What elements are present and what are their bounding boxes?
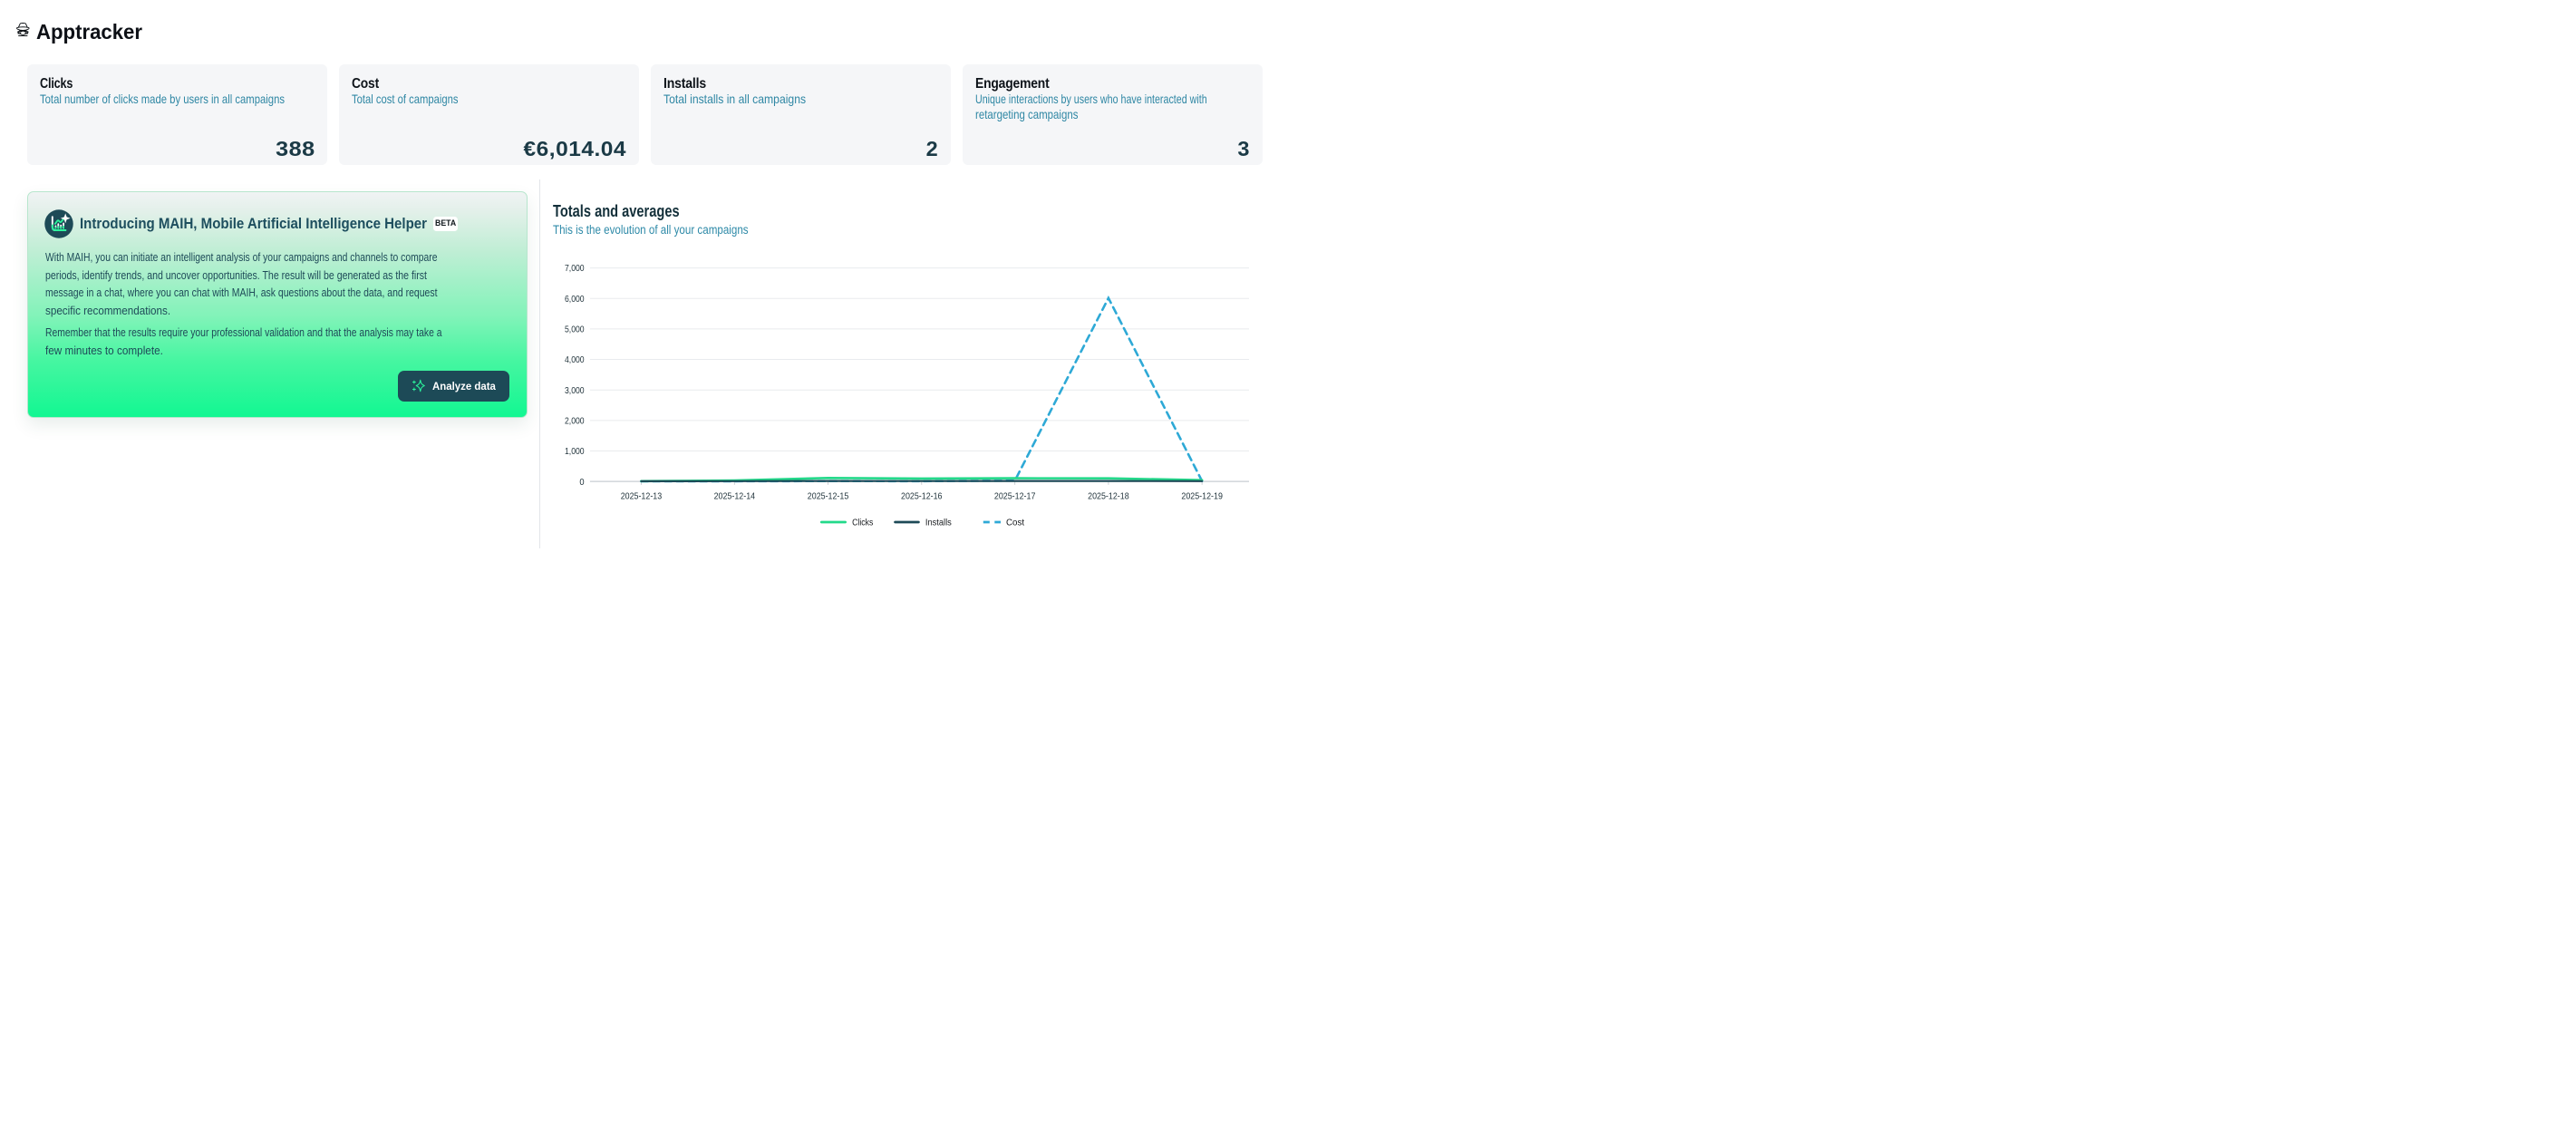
- svg-text:2025-12-19: 2025-12-19: [1181, 490, 1223, 501]
- svg-text:4,000: 4,000: [565, 354, 585, 365]
- svg-text:Installs: Installs: [925, 518, 952, 528]
- svg-text:Cost: Cost: [1006, 518, 1024, 528]
- svg-text:3,000: 3,000: [565, 385, 585, 396]
- svg-text:0: 0: [579, 477, 584, 488]
- svg-text:7,000: 7,000: [565, 263, 585, 274]
- svg-text:2,000: 2,000: [565, 415, 585, 426]
- svg-text:6,000: 6,000: [565, 294, 585, 305]
- svg-text:2025-12-14: 2025-12-14: [714, 490, 756, 501]
- svg-text:2025-12-17: 2025-12-17: [994, 490, 1036, 501]
- svg-text:2025-12-18: 2025-12-18: [1088, 490, 1129, 501]
- svg-text:Clicks: Clicks: [852, 518, 873, 528]
- svg-text:1,000: 1,000: [565, 446, 585, 457]
- svg-text:2025-12-13: 2025-12-13: [621, 490, 663, 501]
- svg-text:5,000: 5,000: [565, 325, 585, 335]
- svg-text:2025-12-15: 2025-12-15: [808, 490, 849, 501]
- svg-text:2025-12-16: 2025-12-16: [901, 490, 943, 501]
